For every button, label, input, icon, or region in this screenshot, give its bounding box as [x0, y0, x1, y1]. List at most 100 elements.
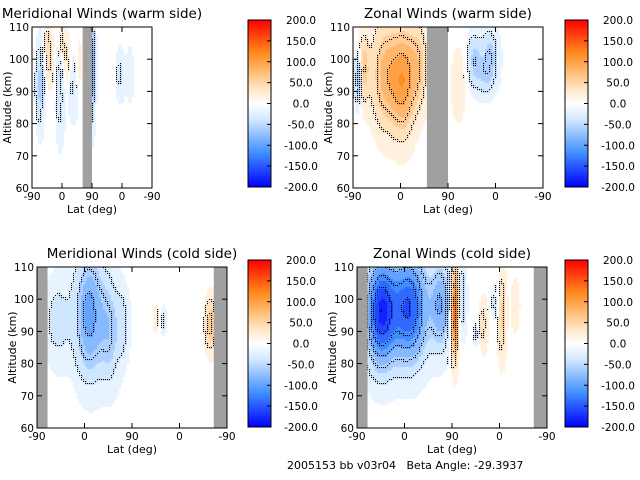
y-tick-label: 110 [330, 22, 350, 34]
colorbar-tick-label: -100.0 [284, 380, 318, 392]
x-tick-label: -90 [348, 431, 365, 443]
no-data-band [82, 27, 92, 188]
colorbar-tick-label: -200.0 [601, 422, 635, 434]
no-data-band [533, 267, 547, 428]
panel-title: Meridional Winds (cold side) [47, 246, 237, 262]
x-axis-label: Lat (deg) [107, 443, 157, 456]
panel-title: Zonal Winds (cold side) [373, 246, 531, 262]
colorbar-tick-label: -100.0 [601, 380, 635, 392]
colorbar-tick-label: 50.0 [289, 318, 312, 330]
footer-version: v03r04 [356, 459, 396, 472]
x-tick-label: -90 [23, 191, 40, 203]
colorbar-tick-label: -200.0 [284, 422, 318, 434]
y-tick-label: 70 [341, 391, 354, 403]
no-data-band [37, 267, 48, 428]
y-tick-label: 80 [16, 119, 29, 131]
y-tick-label: 90 [16, 86, 29, 98]
colorbar-tick-label: -150.0 [601, 401, 635, 413]
panel-4: Zonal Winds (cold side) -90 0 90 0 -90 Lat (de… [326, 246, 635, 456]
y-tick-label: 70 [21, 391, 34, 403]
colorbar-tick-label: 200.0 [286, 15, 316, 27]
colorbar-tick-label: -200.0 [601, 182, 635, 194]
colorbar-tick-label: 150.0 [603, 36, 633, 48]
y-tick-label: 90 [21, 326, 34, 338]
colorbar-tick-label: 150.0 [286, 36, 316, 48]
y-tick-label: 100 [330, 54, 350, 66]
y-tick-label: 80 [21, 359, 34, 371]
y-tick-label: 100 [334, 294, 354, 306]
colorbar-tick-label: -150.0 [284, 161, 318, 173]
colorbar-tick-label: -150.0 [284, 401, 318, 413]
x-tick-label: -90 [344, 191, 361, 203]
colorbar-tick-label: 100.0 [286, 57, 316, 69]
x-axis-label: Lat (deg) [427, 443, 477, 456]
x-tick-label: 0 [496, 431, 503, 443]
x-tick-label: 0 [119, 191, 126, 203]
x-tick-label: 90 [445, 431, 458, 443]
x-tick-label: -90 [143, 191, 160, 203]
colorbar-tick-label: -100.0 [284, 140, 318, 152]
panel-title: Zonal Winds (warm side) [364, 6, 532, 22]
y-tick-label: 80 [337, 119, 350, 131]
footer-date-code: 2005153 [287, 459, 336, 472]
x-tick-label: 90 [85, 191, 98, 203]
colorbar-tick-label: 100.0 [603, 57, 633, 69]
x-tick-label: -90 [534, 191, 551, 203]
colorbar-tick-label: 0.0 [293, 339, 310, 351]
y-tick-label: 60 [337, 183, 350, 195]
y-tick-label: 110 [334, 262, 354, 274]
colorbar-tick-label: 50.0 [606, 318, 629, 330]
x-tick-label: 0 [397, 191, 404, 203]
y-tick-label: 90 [337, 86, 350, 98]
footer-product: bb [339, 459, 354, 472]
no-data-band [426, 27, 448, 188]
y-axis-label: Altitude (km) [1, 71, 14, 143]
colorbar-tick-label: -200.0 [284, 182, 318, 194]
colorbar-tick-label: -50.0 [287, 119, 314, 131]
colorbar-tick-label: 200.0 [603, 255, 633, 267]
footer-beta-value: -29.3937 [473, 459, 524, 472]
colorbar-tick-label: -150.0 [601, 161, 635, 173]
y-axis-label: Altitude (km) [326, 311, 339, 383]
no-data-band [213, 267, 227, 428]
x-axis-label: Lat (deg) [423, 203, 473, 216]
colorbar-tick-label: 150.0 [286, 276, 316, 288]
colorbar-tick-label: 150.0 [603, 276, 633, 288]
x-tick-label: 0 [492, 191, 499, 203]
panel-1: Meridional Winds (warm side) -90 0 90 0 -90 La… [1, 6, 318, 216]
y-tick-label: 90 [341, 326, 354, 338]
colorbar-tick-label: 50.0 [606, 78, 629, 90]
y-tick-label: 110 [14, 262, 34, 274]
y-tick-label: 70 [337, 151, 350, 163]
y-tick-label: 70 [16, 151, 29, 163]
x-tick-label: -90 [538, 431, 555, 443]
y-tick-label: 80 [341, 359, 354, 371]
y-tick-label: 60 [341, 423, 354, 435]
panel-title: Meridional Winds (warm side) [2, 6, 202, 22]
x-axis-label: Lat (deg) [67, 203, 117, 216]
colorbar-tick-label: -50.0 [604, 359, 631, 371]
no-data-band [357, 267, 368, 428]
y-axis-label: Altitude (km) [322, 71, 335, 143]
x-tick-label: -90 [218, 431, 235, 443]
y-tick-label: 100 [14, 294, 34, 306]
colorbar-tick-label: -50.0 [287, 359, 314, 371]
colorbar-tick-label: -100.0 [601, 140, 635, 152]
panel-3: Meridional Winds (cold side) -90 0 90 0 -90 La… [6, 246, 318, 456]
y-tick-label: 60 [16, 183, 29, 195]
colorbar-tick-label: 0.0 [610, 339, 627, 351]
x-tick-label: 0 [59, 191, 66, 203]
y-tick-label: 100 [9, 54, 29, 66]
colorbar-tick-label: 100.0 [286, 297, 316, 309]
colorbar-tick-label: 50.0 [289, 78, 312, 90]
colorbar-tick-label: 200.0 [286, 255, 316, 267]
x-tick-label: 0 [401, 431, 408, 443]
footer: 2005153 bb v03r04 Beta Angle: -29.3937 [287, 459, 523, 472]
y-tick-label: 60 [21, 423, 34, 435]
y-tick-label: 110 [9, 22, 29, 34]
y-axis-label: Altitude (km) [6, 311, 19, 383]
colorbar-tick-label: 0.0 [293, 99, 310, 111]
colorbar-tick-label: 200.0 [603, 15, 633, 27]
x-tick-label: 90 [125, 431, 138, 443]
